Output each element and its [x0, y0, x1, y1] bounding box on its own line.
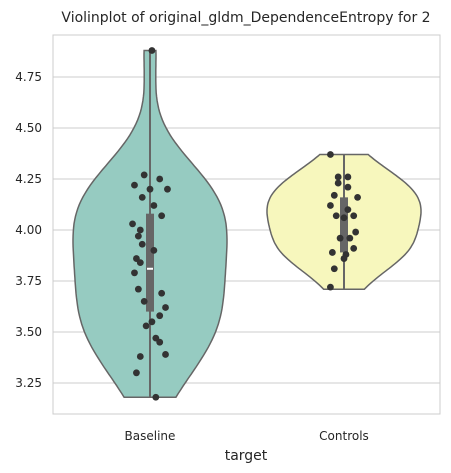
y-tick-label: 4.00 [15, 223, 42, 237]
data-point [138, 193, 146, 201]
plot-area-frame [52, 34, 441, 415]
data-point [334, 173, 342, 181]
data-point [354, 193, 361, 201]
data-point [350, 212, 358, 220]
x-axis-title: target [225, 448, 268, 464]
data-point [136, 259, 144, 267]
data-point [327, 151, 334, 158]
data-point [156, 175, 164, 183]
data-point [138, 240, 146, 248]
x-tick-labels: Baseline Controls [125, 429, 369, 443]
data-point [156, 312, 164, 320]
data-point [164, 185, 171, 193]
data-point [150, 247, 158, 254]
data-point [136, 226, 144, 234]
data-point [332, 212, 340, 220]
data-point [330, 191, 338, 199]
data-point [140, 298, 148, 305]
data-point [129, 220, 136, 228]
data-point [327, 202, 334, 209]
data-point [140, 171, 148, 179]
data-points [129, 47, 361, 401]
y-tick-labels: 3.25 3.50 3.75 4.00 4.25 4.50 4.75 [15, 70, 42, 390]
data-point [134, 232, 142, 240]
data-point [158, 289, 166, 297]
data-point [131, 181, 138, 189]
violins [72, 49, 422, 399]
y-tick-label: 3.75 [15, 274, 42, 288]
data-point [344, 173, 352, 181]
data-point [344, 206, 352, 214]
data-point [136, 353, 144, 360]
iqr-box-baseline [146, 213, 154, 312]
data-point [344, 183, 352, 191]
data-point [148, 318, 156, 326]
data-point [352, 228, 360, 236]
y-tick-label: 4.75 [15, 70, 42, 84]
y-tick-label: 3.25 [15, 376, 42, 390]
y-tick-label: 4.25 [15, 172, 42, 186]
y-tick-label: 4.50 [15, 121, 42, 135]
data-point [334, 179, 342, 187]
x-tick-label: Baseline [125, 429, 176, 443]
data-point [340, 255, 348, 262]
data-point [162, 304, 169, 311]
data-point [340, 214, 348, 222]
iqr-box-controls [340, 197, 348, 253]
data-point [134, 285, 142, 293]
data-point [150, 202, 158, 209]
data-point [158, 212, 166, 220]
data-point [350, 244, 358, 252]
data-point [327, 283, 334, 291]
data-point [162, 351, 169, 358]
data-point [133, 369, 140, 377]
data-point [156, 338, 164, 346]
data-point [336, 234, 344, 242]
data-point [146, 185, 154, 193]
x-tick-label: Controls [319, 429, 369, 443]
data-point [148, 47, 156, 54]
data-point [328, 249, 336, 256]
data-point [330, 265, 338, 273]
boxplots [146, 50, 348, 398]
y-tick-label: 3.50 [15, 325, 42, 339]
data-point [152, 393, 160, 401]
data-point [131, 269, 138, 277]
data-point [346, 234, 354, 242]
data-point [142, 322, 150, 330]
chart-title: Violinplot of original_gldm_DependenceEn… [61, 10, 430, 26]
